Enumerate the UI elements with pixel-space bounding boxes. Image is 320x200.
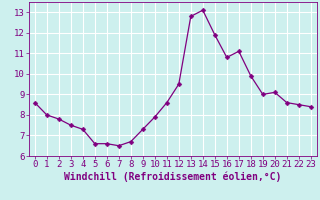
X-axis label: Windchill (Refroidissement éolien,°C): Windchill (Refroidissement éolien,°C) bbox=[64, 172, 282, 182]
